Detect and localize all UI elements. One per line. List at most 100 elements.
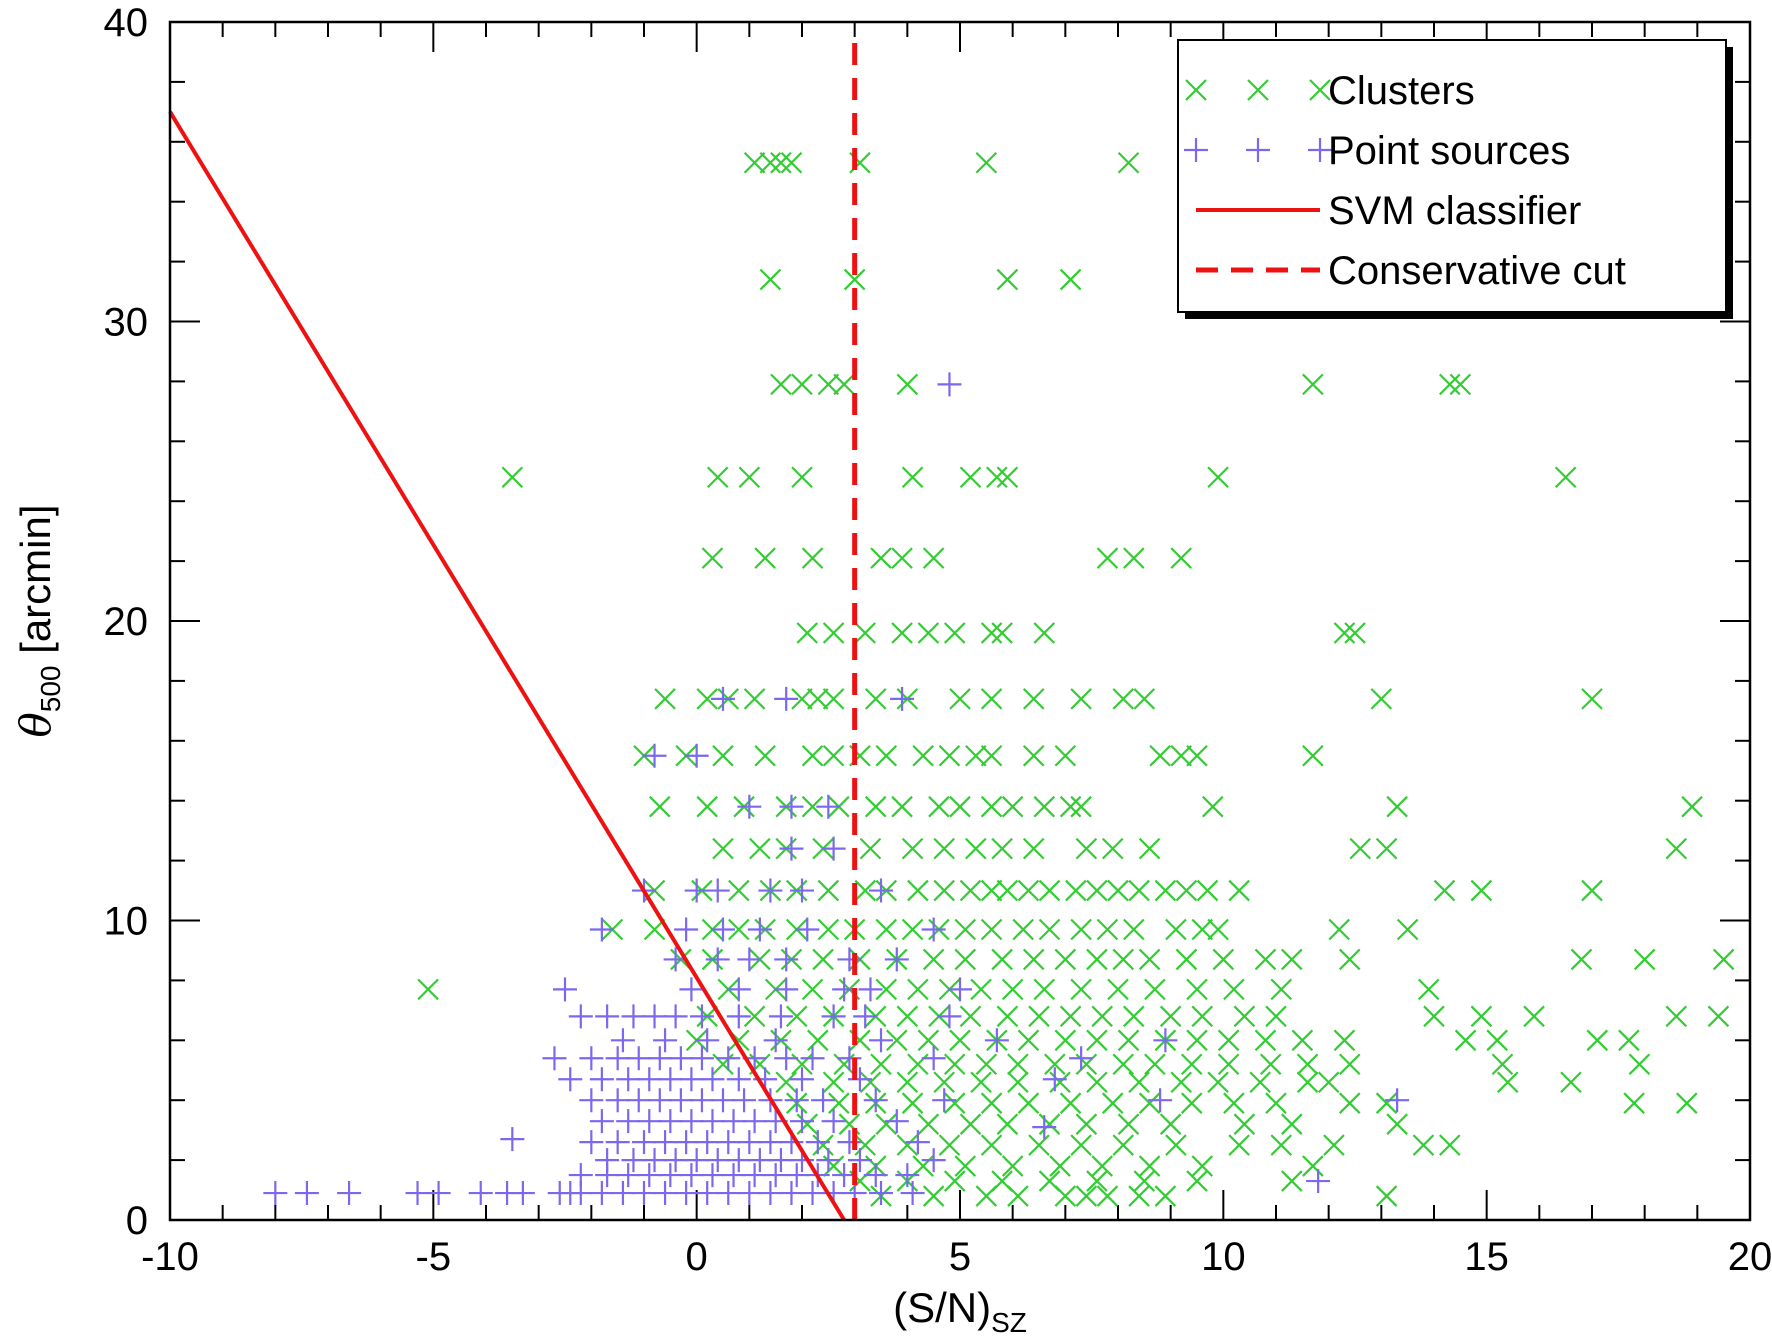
legend-cross-marker — [1309, 79, 1331, 101]
point-source-point — [610, 1028, 635, 1053]
cluster-point — [1022, 837, 1045, 860]
cluster-point — [854, 879, 876, 902]
cluster-point — [1233, 1113, 1256, 1135]
cluster-point — [1128, 1185, 1150, 1207]
cluster-point — [1144, 1053, 1166, 1076]
cluster-point — [922, 547, 945, 569]
point-source-point — [294, 1181, 319, 1206]
cluster-point — [954, 1155, 977, 1177]
cluster-point — [1523, 1005, 1545, 1028]
point-source-point — [747, 917, 772, 942]
cluster-point — [1186, 1170, 1208, 1192]
cluster-point — [1259, 1053, 1282, 1076]
point-source-point — [668, 1088, 693, 1113]
legend-cross-marker — [1247, 79, 1269, 101]
cluster-point — [1302, 744, 1324, 767]
cluster-point — [1175, 879, 1198, 902]
cluster-point — [928, 795, 950, 818]
point-source-point — [847, 1067, 872, 1092]
cluster-point — [1059, 795, 1082, 818]
point-source-point — [779, 794, 804, 819]
cluster-point — [1075, 1113, 1098, 1135]
cluster-point — [1254, 1029, 1277, 1052]
x-tick-label: -10 — [141, 1235, 199, 1279]
cluster-point — [1059, 1005, 1082, 1028]
cluster-point — [1191, 1005, 1214, 1028]
cluster-point — [954, 948, 977, 971]
legend-plus-marker — [1184, 138, 1208, 162]
legend-plus-marker — [1246, 138, 1270, 162]
cluster-point — [917, 1113, 940, 1135]
cluster-point — [1223, 978, 1245, 1001]
point-source-point — [758, 878, 783, 903]
cluster-point — [986, 466, 1008, 489]
cluster-point — [770, 373, 792, 396]
cluster-point — [1681, 795, 1703, 818]
point-source-point — [405, 1181, 430, 1206]
point-source-point — [758, 1181, 783, 1206]
y-axis-title: θ500 [arcmin] — [11, 504, 66, 737]
cluster-point — [1075, 1185, 1098, 1207]
cluster-point — [1022, 688, 1045, 710]
point-source-point — [674, 1181, 699, 1206]
point-source-point — [616, 1067, 641, 1092]
cluster-point — [817, 373, 840, 396]
cluster-point — [991, 837, 1013, 860]
point-source-point — [790, 878, 814, 903]
point-source-point — [632, 1130, 656, 1155]
point-source-point — [716, 1130, 741, 1155]
point-source-point — [589, 1109, 614, 1134]
point-source-point — [700, 1163, 725, 1188]
y-tick-label: 40 — [104, 1, 149, 45]
legend-box — [1177, 39, 1727, 313]
point-source-point — [737, 794, 762, 819]
cluster-point — [1412, 1134, 1435, 1156]
point-source-point — [510, 1181, 535, 1206]
cluster-point — [654, 688, 676, 710]
point-source-point — [626, 1088, 651, 1113]
cluster-point — [1470, 1005, 1493, 1028]
point-sources-series — [263, 372, 1410, 1206]
cluster-point — [1096, 918, 1119, 941]
cluster-point — [1033, 978, 1056, 1001]
point-source-point — [737, 947, 762, 972]
cluster-point — [954, 918, 977, 941]
point-source-point — [626, 1046, 651, 1071]
point-source-point — [805, 1130, 830, 1155]
cluster-point — [1128, 1071, 1150, 1094]
cluster-point — [949, 795, 971, 818]
point-source-point — [763, 1028, 788, 1053]
cluster-point — [917, 622, 940, 644]
point-source-point — [858, 977, 883, 1002]
cluster-point — [1133, 1170, 1156, 1192]
cluster-point — [1186, 744, 1208, 767]
cluster-point — [907, 978, 929, 1001]
point-source-point — [937, 372, 962, 397]
cluster-point — [701, 547, 724, 569]
point-source-point — [647, 1046, 672, 1071]
point-source-point — [716, 1181, 741, 1206]
cluster-point — [943, 622, 966, 644]
cluster-point — [1349, 837, 1372, 860]
cluster-point — [943, 1170, 966, 1192]
cluster-point — [1333, 1029, 1356, 1052]
point-source-point — [579, 1130, 604, 1155]
cluster-point — [743, 151, 766, 174]
cluster-point — [728, 879, 750, 902]
cluster-point — [996, 1005, 1019, 1028]
x-tick-label: 10 — [1201, 1235, 1246, 1279]
point-source-point — [621, 1148, 646, 1173]
point-source-point — [948, 977, 972, 1002]
point-source-point — [668, 1046, 693, 1071]
point-source-point — [689, 1046, 714, 1071]
cluster-point — [912, 744, 934, 767]
cluster-point — [1217, 1029, 1240, 1052]
cluster-point — [896, 1071, 919, 1094]
point-source-point — [558, 1067, 583, 1092]
point-source-point — [637, 1067, 662, 1092]
legend-label-svm-classifier: SVM classifier — [1328, 189, 1581, 233]
point-source-point — [800, 1181, 825, 1206]
cluster-point — [1449, 373, 1472, 396]
cluster-point — [1302, 373, 1324, 396]
cluster-point — [891, 622, 913, 644]
